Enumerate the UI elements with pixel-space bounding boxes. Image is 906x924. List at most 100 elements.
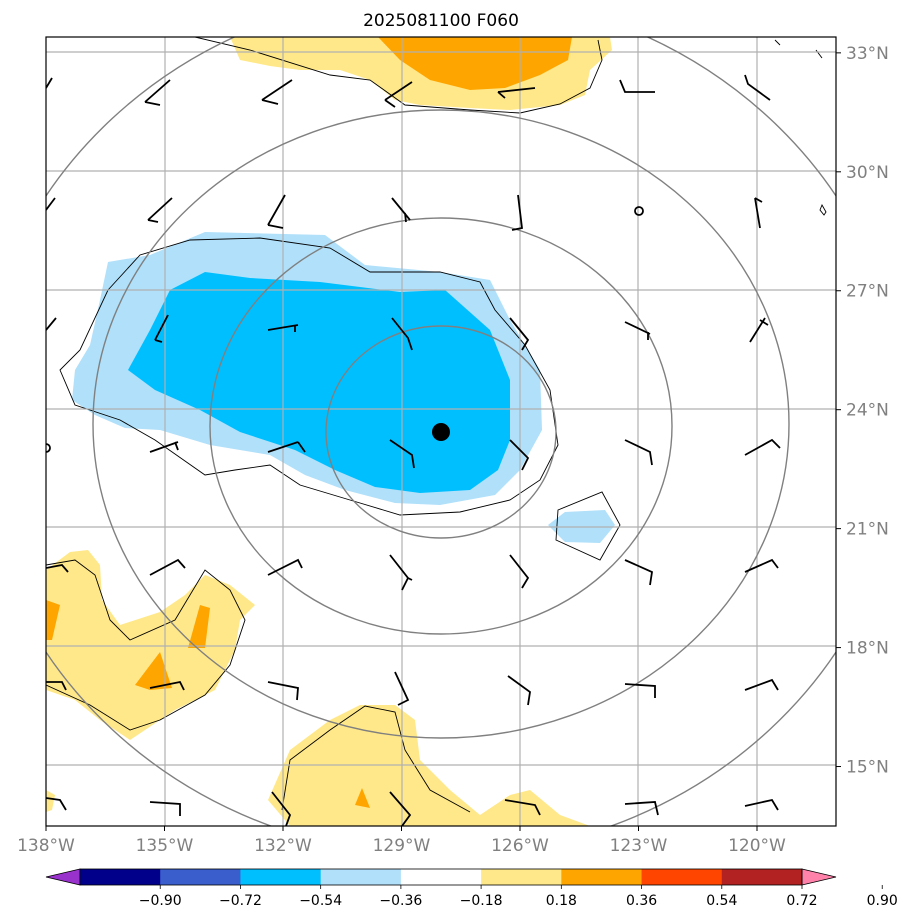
- wind-barb: [624, 559, 653, 586]
- positive-anomaly-edge: [46, 790, 55, 812]
- colorbar-tick-label: 0.72: [786, 893, 817, 909]
- wind-barb: [384, 81, 413, 108]
- colorbar-segment: [481, 869, 562, 885]
- colorbar-segment: [80, 869, 161, 885]
- positive-anomaly-south: [268, 705, 590, 826]
- colorbar-tick-label: −0.72: [219, 893, 262, 909]
- colorbar-segment: [160, 869, 241, 885]
- wind-barb: [147, 197, 173, 223]
- y-tick-label: 21°N: [846, 520, 889, 540]
- wind-barb: [744, 558, 779, 573]
- wind-barb: [46, 77, 53, 89]
- range-ring-6deg: [209, 217, 673, 635]
- x-tick-label: 126°W: [491, 836, 549, 856]
- wind-barb: [149, 801, 181, 816]
- wind-barb: [391, 197, 411, 223]
- wind-barb: [744, 798, 779, 811]
- wind-barb: [261, 79, 293, 105]
- y-axis: 15°N 18°N 21°N 24°N 27°N 30°N 33°N: [836, 44, 889, 778]
- y-tick-label: 18°N: [846, 639, 889, 659]
- wind-barb: [754, 197, 763, 229]
- wind-barb: [267, 681, 299, 701]
- colorbar-segment: [240, 869, 322, 885]
- colorbar-tick-label: −0.18: [460, 893, 503, 909]
- wind-barb: [389, 439, 415, 469]
- wind-barb: [149, 558, 186, 576]
- wind-barb: [149, 441, 179, 453]
- wind-barb: [509, 317, 530, 351]
- y-tick-label: 24°N: [846, 401, 889, 421]
- y-tick-label: 15°N: [846, 758, 889, 778]
- wind-barb: [507, 675, 531, 706]
- plot-area: [46, 37, 836, 826]
- thin-contours: [46, 37, 827, 813]
- colorbar-segment: [320, 869, 402, 885]
- colorbar-tick-label: −0.36: [379, 893, 422, 909]
- wind-barb: [267, 324, 299, 332]
- calm-wind-marker: [634, 206, 644, 216]
- gridlines: [46, 37, 836, 826]
- colorbar-tick-label: 0.54: [706, 893, 737, 909]
- colorbar: −0.90 −0.72 −0.54 −0.36 −0.18 0.18 0.36 0.54 0.7…: [45, 868, 898, 909]
- colorbar-segment: [400, 869, 482, 885]
- wind-barb: [744, 74, 771, 101]
- wind-barb: [749, 317, 769, 343]
- x-tick-label: 135°W: [136, 836, 194, 856]
- colorbar-extend-low: [45, 868, 81, 886]
- wind-barb: [511, 194, 523, 231]
- wind-barb: [149, 680, 185, 691]
- anomaly-fill: [46, 37, 615, 826]
- wind-barb: [744, 438, 781, 456]
- range-ring-3deg: [325, 325, 557, 539]
- colorbar-tick-label: 0.18: [546, 893, 577, 909]
- x-tick-label: 120°W: [728, 836, 786, 856]
- wind-barb: [744, 678, 779, 691]
- colorbar-segment: [561, 869, 643, 885]
- wind-barb: [497, 87, 536, 99]
- y-tick-label: 33°N: [846, 44, 889, 64]
- x-tick-label: 132°W: [254, 836, 312, 856]
- colorbar-segment: [641, 869, 723, 885]
- storm-center-marker: [432, 423, 450, 441]
- wind-barb: [624, 801, 659, 816]
- colorbar-tick-label: 0.36: [626, 893, 657, 909]
- wind-barb: [624, 321, 651, 340]
- colorbar-frame: [79, 868, 803, 886]
- x-tick-label: 138°W: [17, 836, 75, 856]
- wind-barb: [509, 439, 530, 471]
- range-rings: [46, 37, 836, 826]
- range-ring-9deg: [92, 109, 790, 739]
- strong-positive-anomaly-southwest-3: [188, 605, 210, 648]
- chart-title: 2025081100 F060: [363, 11, 519, 31]
- wind-barb: [46, 317, 57, 331]
- wind-barb: [154, 314, 169, 343]
- wind-barb: [144, 79, 171, 106]
- calm-wind-marker: [46, 443, 51, 453]
- wind-barb: [46, 197, 56, 211]
- wind-barb: [389, 791, 412, 826]
- wind-barb: [46, 797, 67, 811]
- y-tick-label: 27°N: [846, 282, 889, 302]
- wind-barbs: [46, 74, 781, 826]
- wind-barb: [504, 799, 541, 816]
- plot-frame: [45, 36, 837, 827]
- wind-barb: [624, 683, 656, 698]
- wind-barb: [624, 439, 653, 466]
- wind-barb: [46, 681, 67, 691]
- strong-positive-anomaly-top: [378, 37, 572, 90]
- wind-barb: [267, 194, 286, 229]
- wind-barb: [46, 564, 69, 573]
- colorbar-extend-high: [801, 868, 837, 886]
- strong-positive-anomaly-south: [355, 788, 370, 808]
- x-axis: 138°W 135°W 132°W 129°W 126°W 123°W 120°W: [17, 826, 786, 856]
- x-tick-label: 129°W: [373, 836, 431, 856]
- wind-barb: [391, 317, 413, 351]
- strong-positive-anomaly-southwest-2: [135, 652, 172, 690]
- colorbar-tick-label: −0.90: [139, 893, 182, 909]
- wind-barb: [509, 554, 530, 589]
- strong-positive-anomaly-southwest-1: [46, 600, 60, 640]
- wind-barb: [389, 554, 413, 591]
- x-tick-label: 123°W: [610, 836, 668, 856]
- wind-barb: [267, 441, 306, 453]
